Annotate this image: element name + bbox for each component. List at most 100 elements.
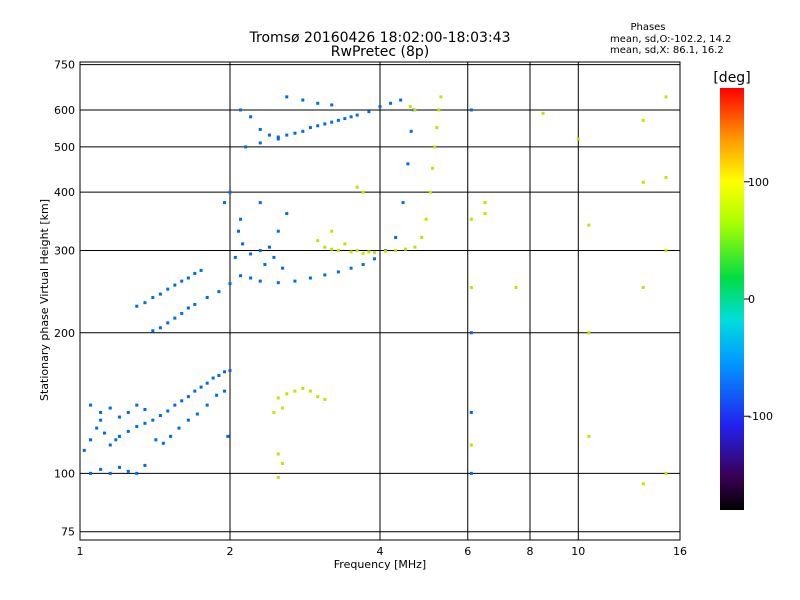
grid-lines [80, 62, 680, 540]
data-point-o [285, 95, 289, 99]
data-point-x [293, 389, 297, 393]
data-point-o [180, 399, 184, 403]
data-point-o [173, 403, 177, 407]
data-point-x [394, 249, 398, 253]
data-point-o [308, 126, 312, 130]
data-point-o [336, 270, 340, 274]
data-point-x [281, 406, 285, 410]
y-tick-label: 400 [54, 186, 75, 199]
data-point-o [241, 242, 245, 246]
data-point-o [158, 326, 162, 330]
data-point-o [233, 255, 237, 259]
data-point-o [151, 295, 155, 299]
data-point-o [199, 385, 203, 389]
data-point-o [258, 141, 262, 145]
data-point-o [215, 393, 219, 397]
data-point-o [193, 389, 197, 393]
data-point-o [263, 263, 267, 267]
data-point-o [135, 403, 139, 407]
data-point-o [323, 273, 327, 277]
y-tick-label: 750 [54, 59, 75, 72]
chart-title: Tromsø 20160426 18:02:00-18:03:43 [249, 30, 511, 46]
data-point-o [108, 406, 112, 410]
data-point-x [281, 461, 285, 465]
data-point-x [355, 185, 359, 189]
data-point-o [316, 101, 320, 105]
data-point-o [258, 249, 262, 253]
data-point-o [301, 98, 305, 102]
data-point-x [355, 249, 359, 253]
x-tick-label: 6 [464, 545, 471, 558]
data-point-x [469, 286, 473, 290]
data-point-x [541, 111, 545, 115]
data-point-o [89, 403, 93, 407]
data-point-x [272, 410, 276, 414]
data-point-o [193, 302, 197, 306]
stats-heading: Phases [630, 22, 665, 33]
data-point-x [483, 212, 487, 216]
data-point-o [186, 418, 190, 422]
data-point-o [401, 201, 405, 205]
data-point-o [228, 190, 232, 194]
data-point-o [186, 276, 190, 280]
data-point-o [285, 133, 289, 137]
data-points [82, 95, 668, 486]
data-point-o [193, 271, 197, 275]
data-point-x [343, 242, 347, 246]
colorbar [720, 88, 744, 510]
data-point-o [281, 266, 285, 270]
data-point-x [587, 223, 591, 227]
data-point-o [151, 418, 155, 422]
data-point-o [378, 105, 382, 109]
colorbar-label: [deg] [713, 70, 750, 86]
data-point-o [126, 469, 130, 473]
data-point-x [431, 166, 435, 170]
data-point-o [166, 409, 170, 413]
colorbar-tick-label: 100 [748, 176, 769, 189]
data-point-o [154, 438, 158, 442]
data-point-o [285, 212, 289, 216]
data-point-x [576, 137, 580, 141]
data-point-x [361, 190, 365, 194]
data-point-o [239, 217, 243, 221]
data-point-o [258, 279, 262, 283]
data-point-x [323, 245, 327, 249]
data-point-x [439, 95, 443, 99]
data-point-o [399, 98, 403, 102]
data-point-x [361, 251, 365, 255]
data-point-o [217, 374, 221, 378]
data-point-o [223, 389, 227, 393]
data-point-o [236, 229, 240, 233]
data-point-x [664, 95, 668, 99]
data-point-x [373, 251, 377, 255]
data-point-o [169, 434, 173, 438]
data-point-x [641, 482, 645, 486]
data-point-o [226, 434, 230, 438]
data-point-o [228, 282, 232, 286]
data-point-o [161, 441, 165, 445]
x-tick-label: 16 [673, 545, 687, 558]
data-point-o [249, 252, 253, 256]
data-point-o [205, 403, 209, 407]
data-point-o [336, 118, 340, 122]
data-point-o [258, 201, 262, 205]
data-point-x [316, 395, 320, 399]
data-point-o [205, 381, 209, 385]
y-tick-label: 100 [54, 467, 75, 480]
data-point-o [301, 129, 305, 133]
data-point-x [664, 471, 668, 475]
data-point-o [272, 255, 276, 259]
data-point-o [126, 429, 130, 433]
data-point-o [367, 110, 371, 114]
data-point-o [180, 279, 184, 283]
data-point-o [217, 290, 221, 294]
data-point-o [143, 463, 147, 467]
data-point-o [166, 321, 170, 325]
data-point-x [469, 217, 473, 221]
data-point-x [330, 229, 334, 233]
data-point-o [99, 418, 103, 422]
data-point-o [239, 108, 243, 112]
data-point-x [276, 475, 280, 479]
data-point-o [409, 129, 413, 133]
